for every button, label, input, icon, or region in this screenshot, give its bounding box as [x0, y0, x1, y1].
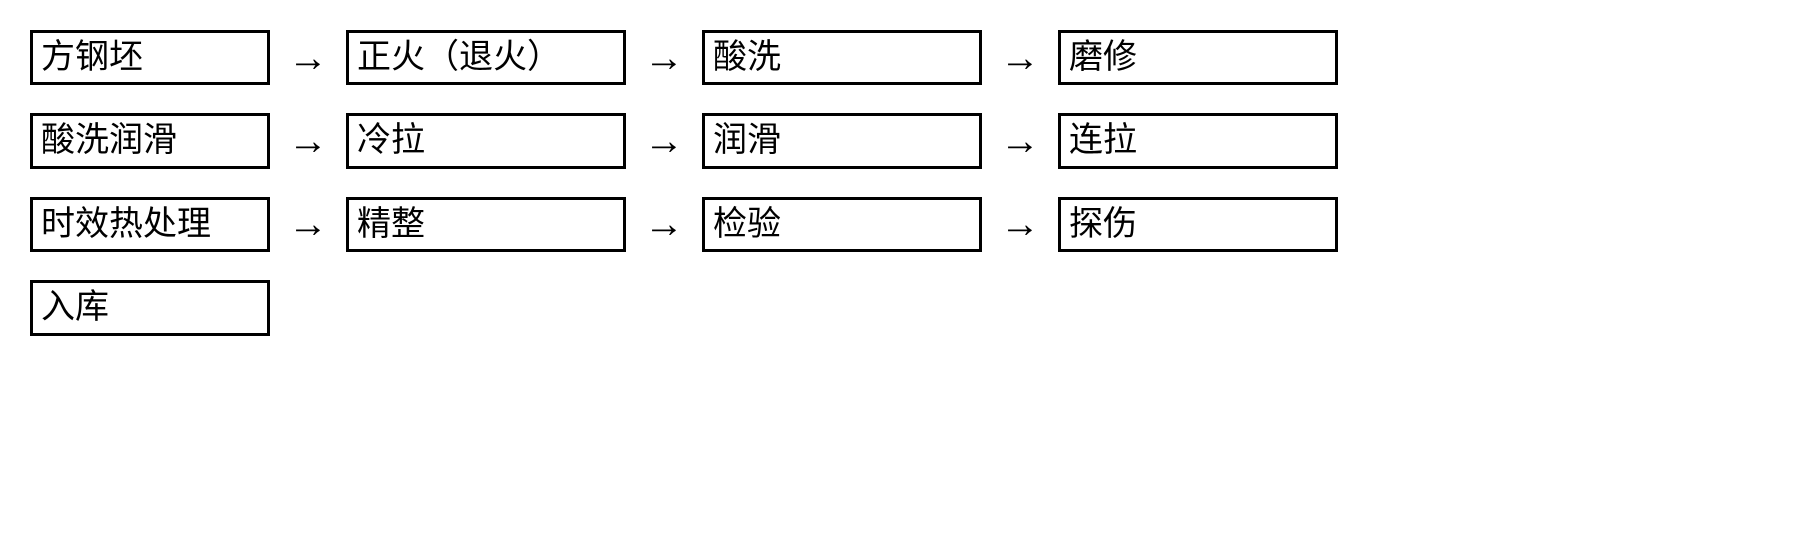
flow-node: 冷拉 [346, 113, 626, 168]
arrow-icon: → [996, 204, 1044, 244]
flow-node: 酸洗润滑 [30, 113, 270, 168]
arrow-icon: → [284, 38, 332, 78]
arrow-icon: → [640, 204, 688, 244]
flow-node: 时效热处理 [30, 197, 270, 252]
flow-node: 精整 [346, 197, 626, 252]
flow-node: 检验 [702, 197, 982, 252]
flow-node: 磨修 [1058, 30, 1338, 85]
arrow-icon: → [284, 204, 332, 244]
flow-node: 探伤 [1058, 197, 1338, 252]
flow-row: 时效热处理 → 精整 → 检验 → 探伤 [30, 197, 1775, 252]
flow-node: 润滑 [702, 113, 982, 168]
arrow-icon: → [640, 121, 688, 161]
flow-row: 酸洗润滑 → 冷拉 → 润滑 → 连拉 [30, 113, 1775, 168]
flow-row: 入库 [30, 280, 1775, 335]
arrow-icon: → [996, 121, 1044, 161]
flow-node: 入库 [30, 280, 270, 335]
arrow-icon: → [640, 38, 688, 78]
flow-node: 连拉 [1058, 113, 1338, 168]
arrow-icon: → [996, 38, 1044, 78]
flow-node: 方钢坯 [30, 30, 270, 85]
arrow-icon: → [284, 121, 332, 161]
process-flow-diagram: 方钢坯 → 正火（退火） → 酸洗 → 磨修酸洗润滑 → 冷拉 → 润滑 → 连拉时效热处理 → 精整 → 检验… [30, 30, 1775, 336]
flow-node: 正火（退火） [346, 30, 626, 85]
flow-row: 方钢坯 → 正火（退火） → 酸洗 → 磨修 [30, 30, 1775, 85]
flow-node: 酸洗 [702, 30, 982, 85]
